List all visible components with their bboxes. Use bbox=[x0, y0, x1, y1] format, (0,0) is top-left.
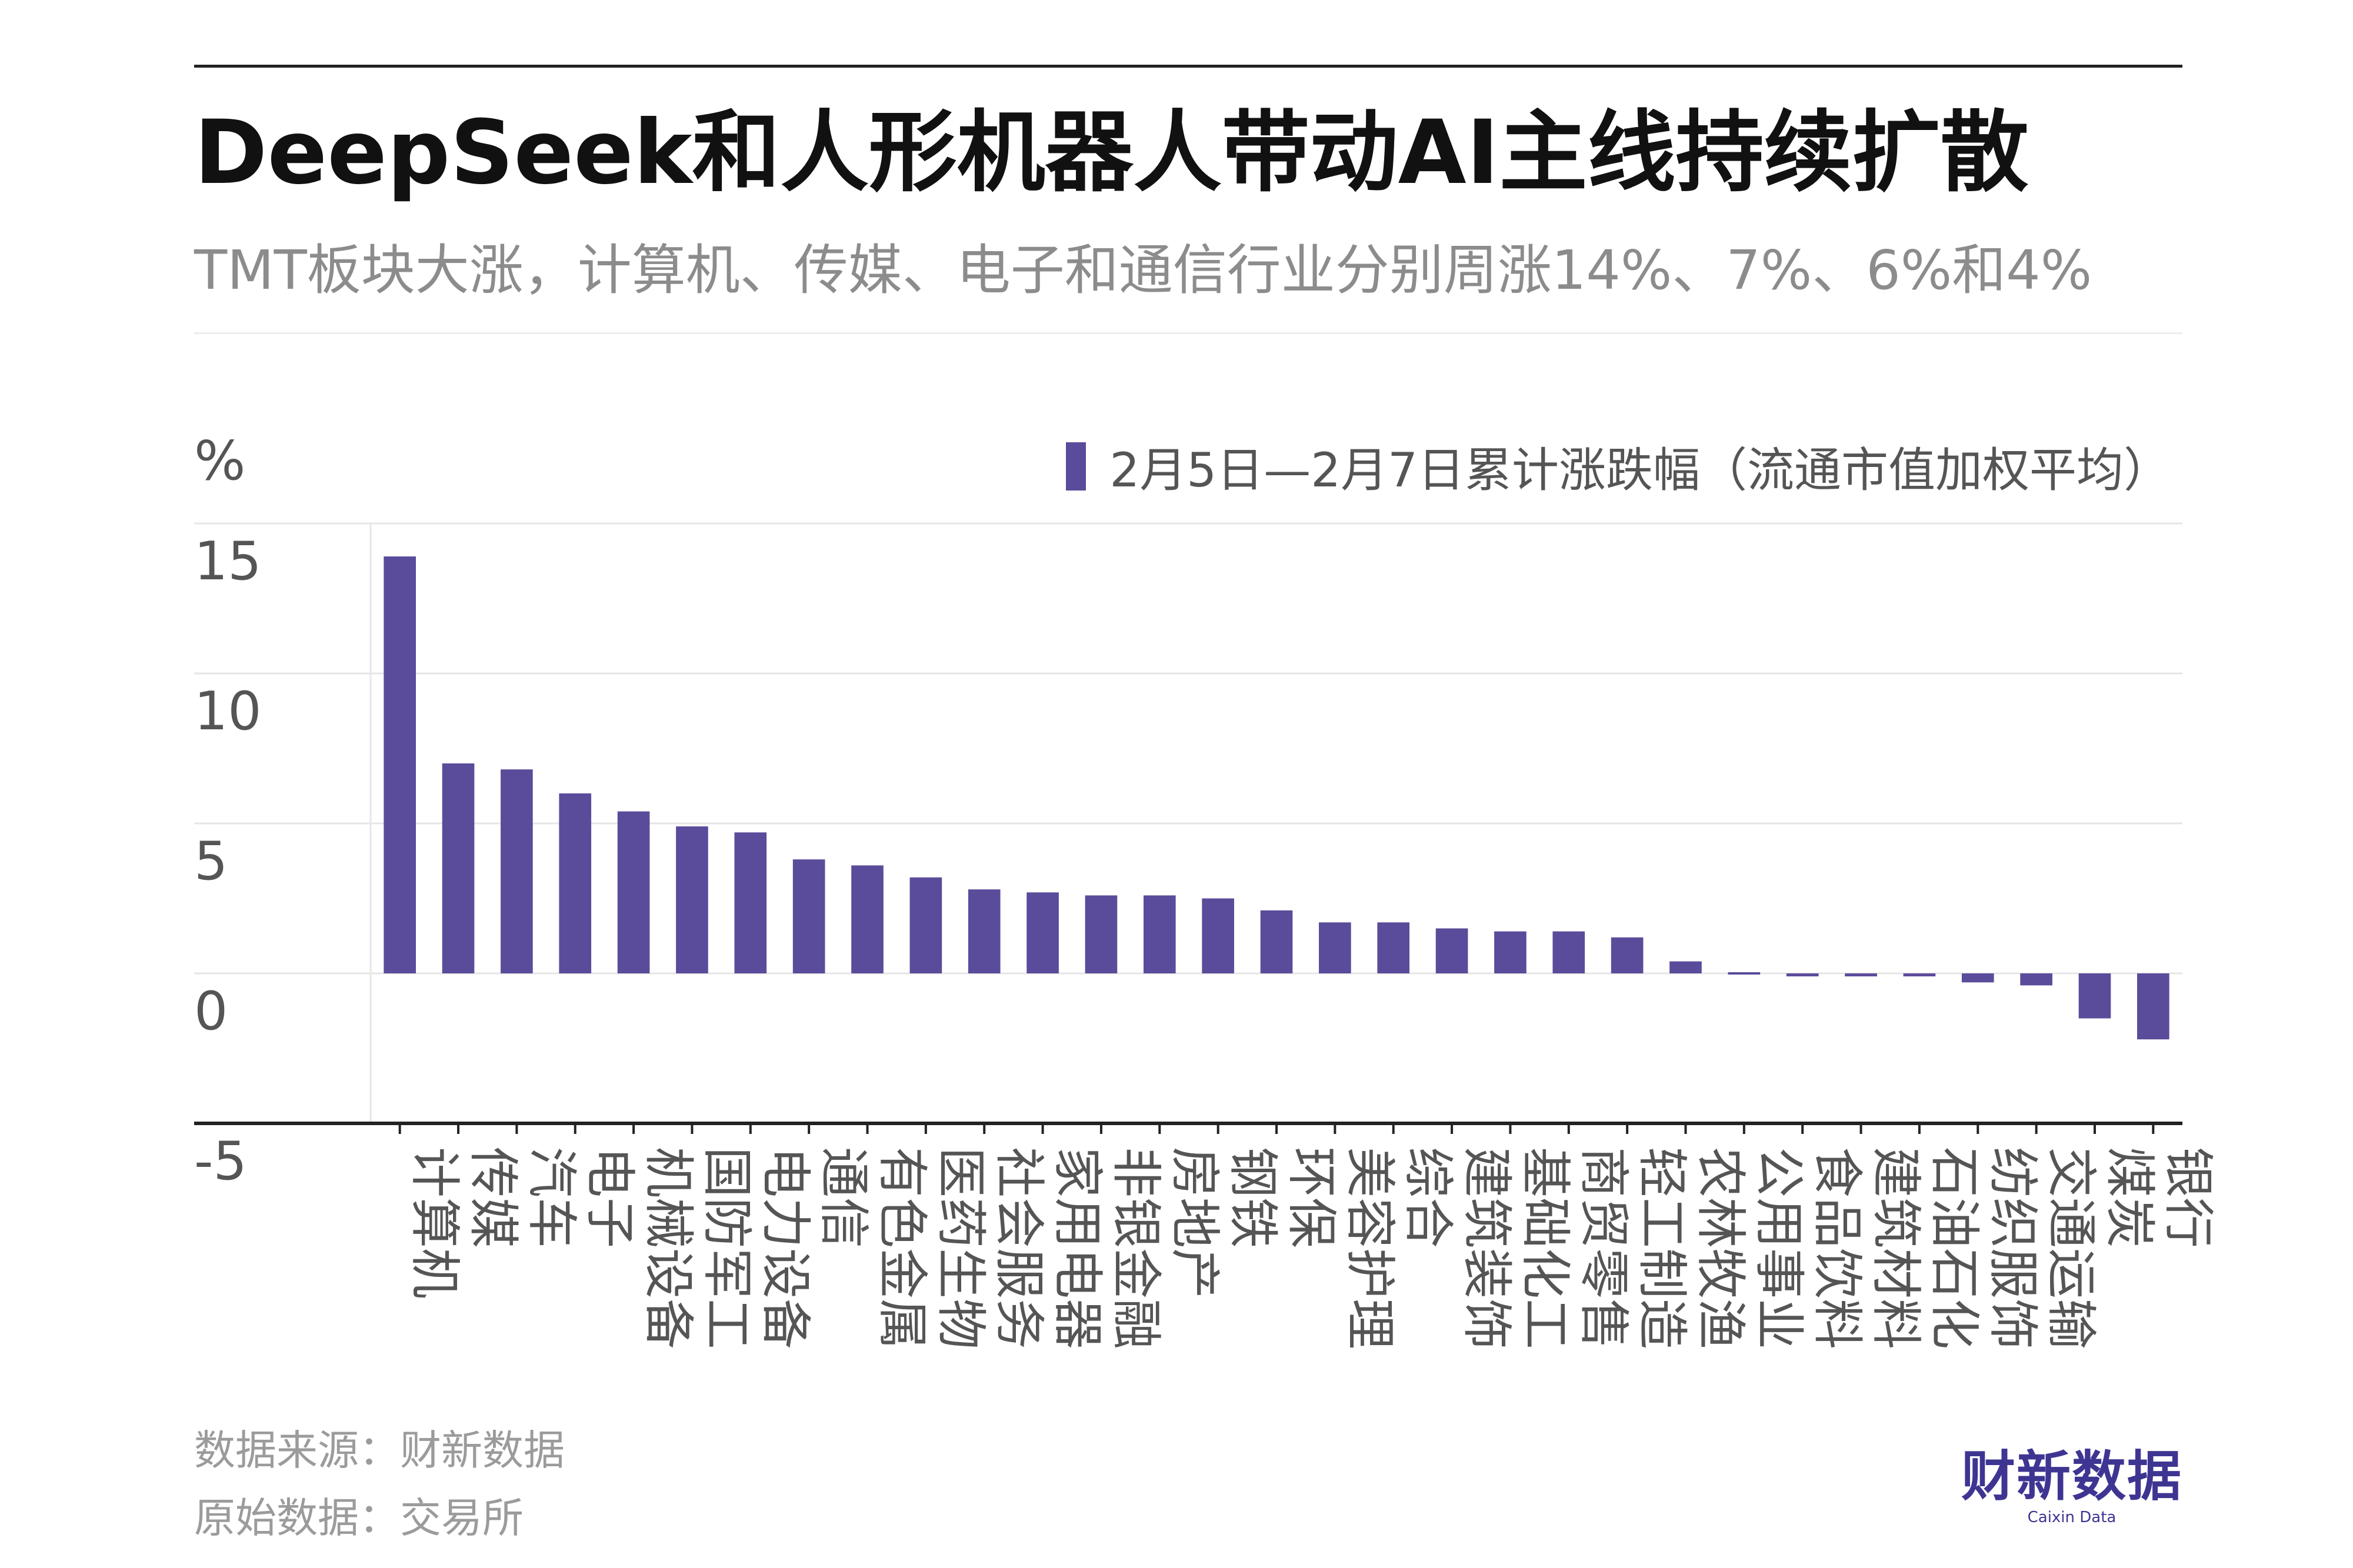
top-rule bbox=[194, 65, 2182, 68]
x-tick-label: 银行 bbox=[2158, 1147, 2217, 1248]
x-tick-label: 电力设备 bbox=[756, 1147, 815, 1349]
bar bbox=[851, 865, 884, 973]
x-tick-label: 食品饮料 bbox=[1808, 1147, 1867, 1349]
bar bbox=[2078, 973, 2111, 1019]
x-tick-label: 有色金属 bbox=[873, 1147, 932, 1349]
x-tick-label: 建筑材料 bbox=[1867, 1147, 1925, 1349]
x-tick-label: 环保 bbox=[1282, 1147, 1341, 1248]
brand-logo-en: Caixin Data bbox=[2027, 1509, 2117, 1526]
chart-subtitle: TMT板块大涨，计算机、传媒、电子和通信行业分别周涨14%、7%、6%和4% bbox=[194, 239, 2092, 302]
x-tick-label: 医药生物 bbox=[931, 1147, 990, 1349]
x-tick-label: 房地产 bbox=[1165, 1147, 1224, 1299]
x-tick-label: 综合 bbox=[1399, 1147, 1458, 1248]
bar bbox=[2137, 973, 2169, 1040]
bar bbox=[734, 832, 767, 973]
bar bbox=[792, 859, 825, 973]
bar bbox=[2020, 973, 2052, 986]
x-tick-label: 社会服务 bbox=[989, 1147, 1048, 1349]
x-tick-label: 非银金融 bbox=[1106, 1147, 1165, 1349]
bar bbox=[1728, 972, 1761, 975]
bar bbox=[559, 793, 592, 973]
y-tick-label: 15 bbox=[194, 531, 262, 592]
x-tick-label: 机械设备 bbox=[639, 1147, 698, 1349]
bar bbox=[1903, 973, 1936, 977]
bar bbox=[1026, 892, 1059, 973]
data-source: 数据来源：财新数据 bbox=[194, 1426, 565, 1474]
x-tick-label: 计算机 bbox=[405, 1147, 464, 1299]
bar bbox=[1260, 910, 1293, 973]
x-tick-label: 交通运输 bbox=[2042, 1147, 2101, 1349]
x-tick-label: 基础化工 bbox=[1515, 1147, 1574, 1349]
x-tick-label: 纺织服饰 bbox=[1983, 1147, 2042, 1349]
bar bbox=[1552, 931, 1585, 973]
y-tick-label: 0 bbox=[194, 980, 228, 1042]
x-tick-label: 煤炭 bbox=[2100, 1147, 2159, 1248]
x-tick-label: 公用事业 bbox=[1749, 1147, 1808, 1349]
legend-swatch bbox=[1066, 442, 1086, 491]
bar bbox=[501, 769, 533, 973]
x-tick-label: 商贸零售 bbox=[1574, 1147, 1633, 1349]
bar bbox=[1435, 928, 1468, 973]
x-tick-label: 建筑装饰 bbox=[1457, 1147, 1516, 1349]
x-tick-label: 石油石化 bbox=[1925, 1147, 1984, 1349]
x-tick-label: 传媒 bbox=[464, 1147, 522, 1248]
bar bbox=[617, 811, 650, 973]
bar bbox=[1143, 895, 1176, 973]
x-tick-label: 轻工制造 bbox=[1632, 1147, 1691, 1349]
bar bbox=[968, 889, 1001, 973]
y-tick-label: 10 bbox=[194, 680, 262, 742]
brand-logo-cn: 财新数据 bbox=[1961, 1445, 2182, 1508]
bar bbox=[1611, 937, 1644, 973]
legend-label: 2月5日—2月7日累计涨跌幅（流通市值加权平均） bbox=[1109, 443, 2171, 498]
bar bbox=[1202, 898, 1234, 973]
bar bbox=[909, 877, 942, 973]
y-tick-label: -5 bbox=[194, 1130, 247, 1192]
bar bbox=[442, 763, 475, 973]
brand-logo: 财新数据 Caixin Data bbox=[1961, 1445, 2182, 1527]
x-tick-label: 国防军工 bbox=[697, 1147, 756, 1349]
x-tick-label: 钢铁 bbox=[1224, 1147, 1282, 1248]
legend: 2月5日—2月7日累计涨跌幅（流通市值加权平均） bbox=[1066, 432, 2171, 501]
bar bbox=[1494, 931, 1527, 973]
raw-data-source: 原始数据：交易所 bbox=[194, 1494, 524, 1542]
chart-title: DeepSeek和人形机器人带动AI主线持续扩散 bbox=[194, 102, 2029, 204]
bar bbox=[384, 556, 416, 973]
bar bbox=[1085, 895, 1118, 973]
bar bbox=[1961, 973, 1994, 983]
x-tick-label: 电子 bbox=[581, 1147, 639, 1248]
bar bbox=[1377, 922, 1410, 973]
x-tick-label: 通信 bbox=[814, 1147, 873, 1248]
subtitle-divider bbox=[194, 332, 2182, 334]
bar bbox=[1845, 973, 1877, 977]
bar bbox=[676, 826, 708, 973]
x-tick-label: 家用电器 bbox=[1048, 1147, 1107, 1349]
bar bbox=[1319, 922, 1351, 973]
y-unit-label: % bbox=[194, 429, 246, 492]
x-tick-label: 农林牧渔 bbox=[1691, 1147, 1749, 1349]
bar bbox=[1786, 973, 1819, 977]
x-tick-label: 美容护理 bbox=[1340, 1147, 1399, 1349]
x-tick-label: 汽车 bbox=[522, 1147, 581, 1248]
y-tick-label: 5 bbox=[194, 830, 228, 892]
bar bbox=[1669, 961, 1702, 973]
